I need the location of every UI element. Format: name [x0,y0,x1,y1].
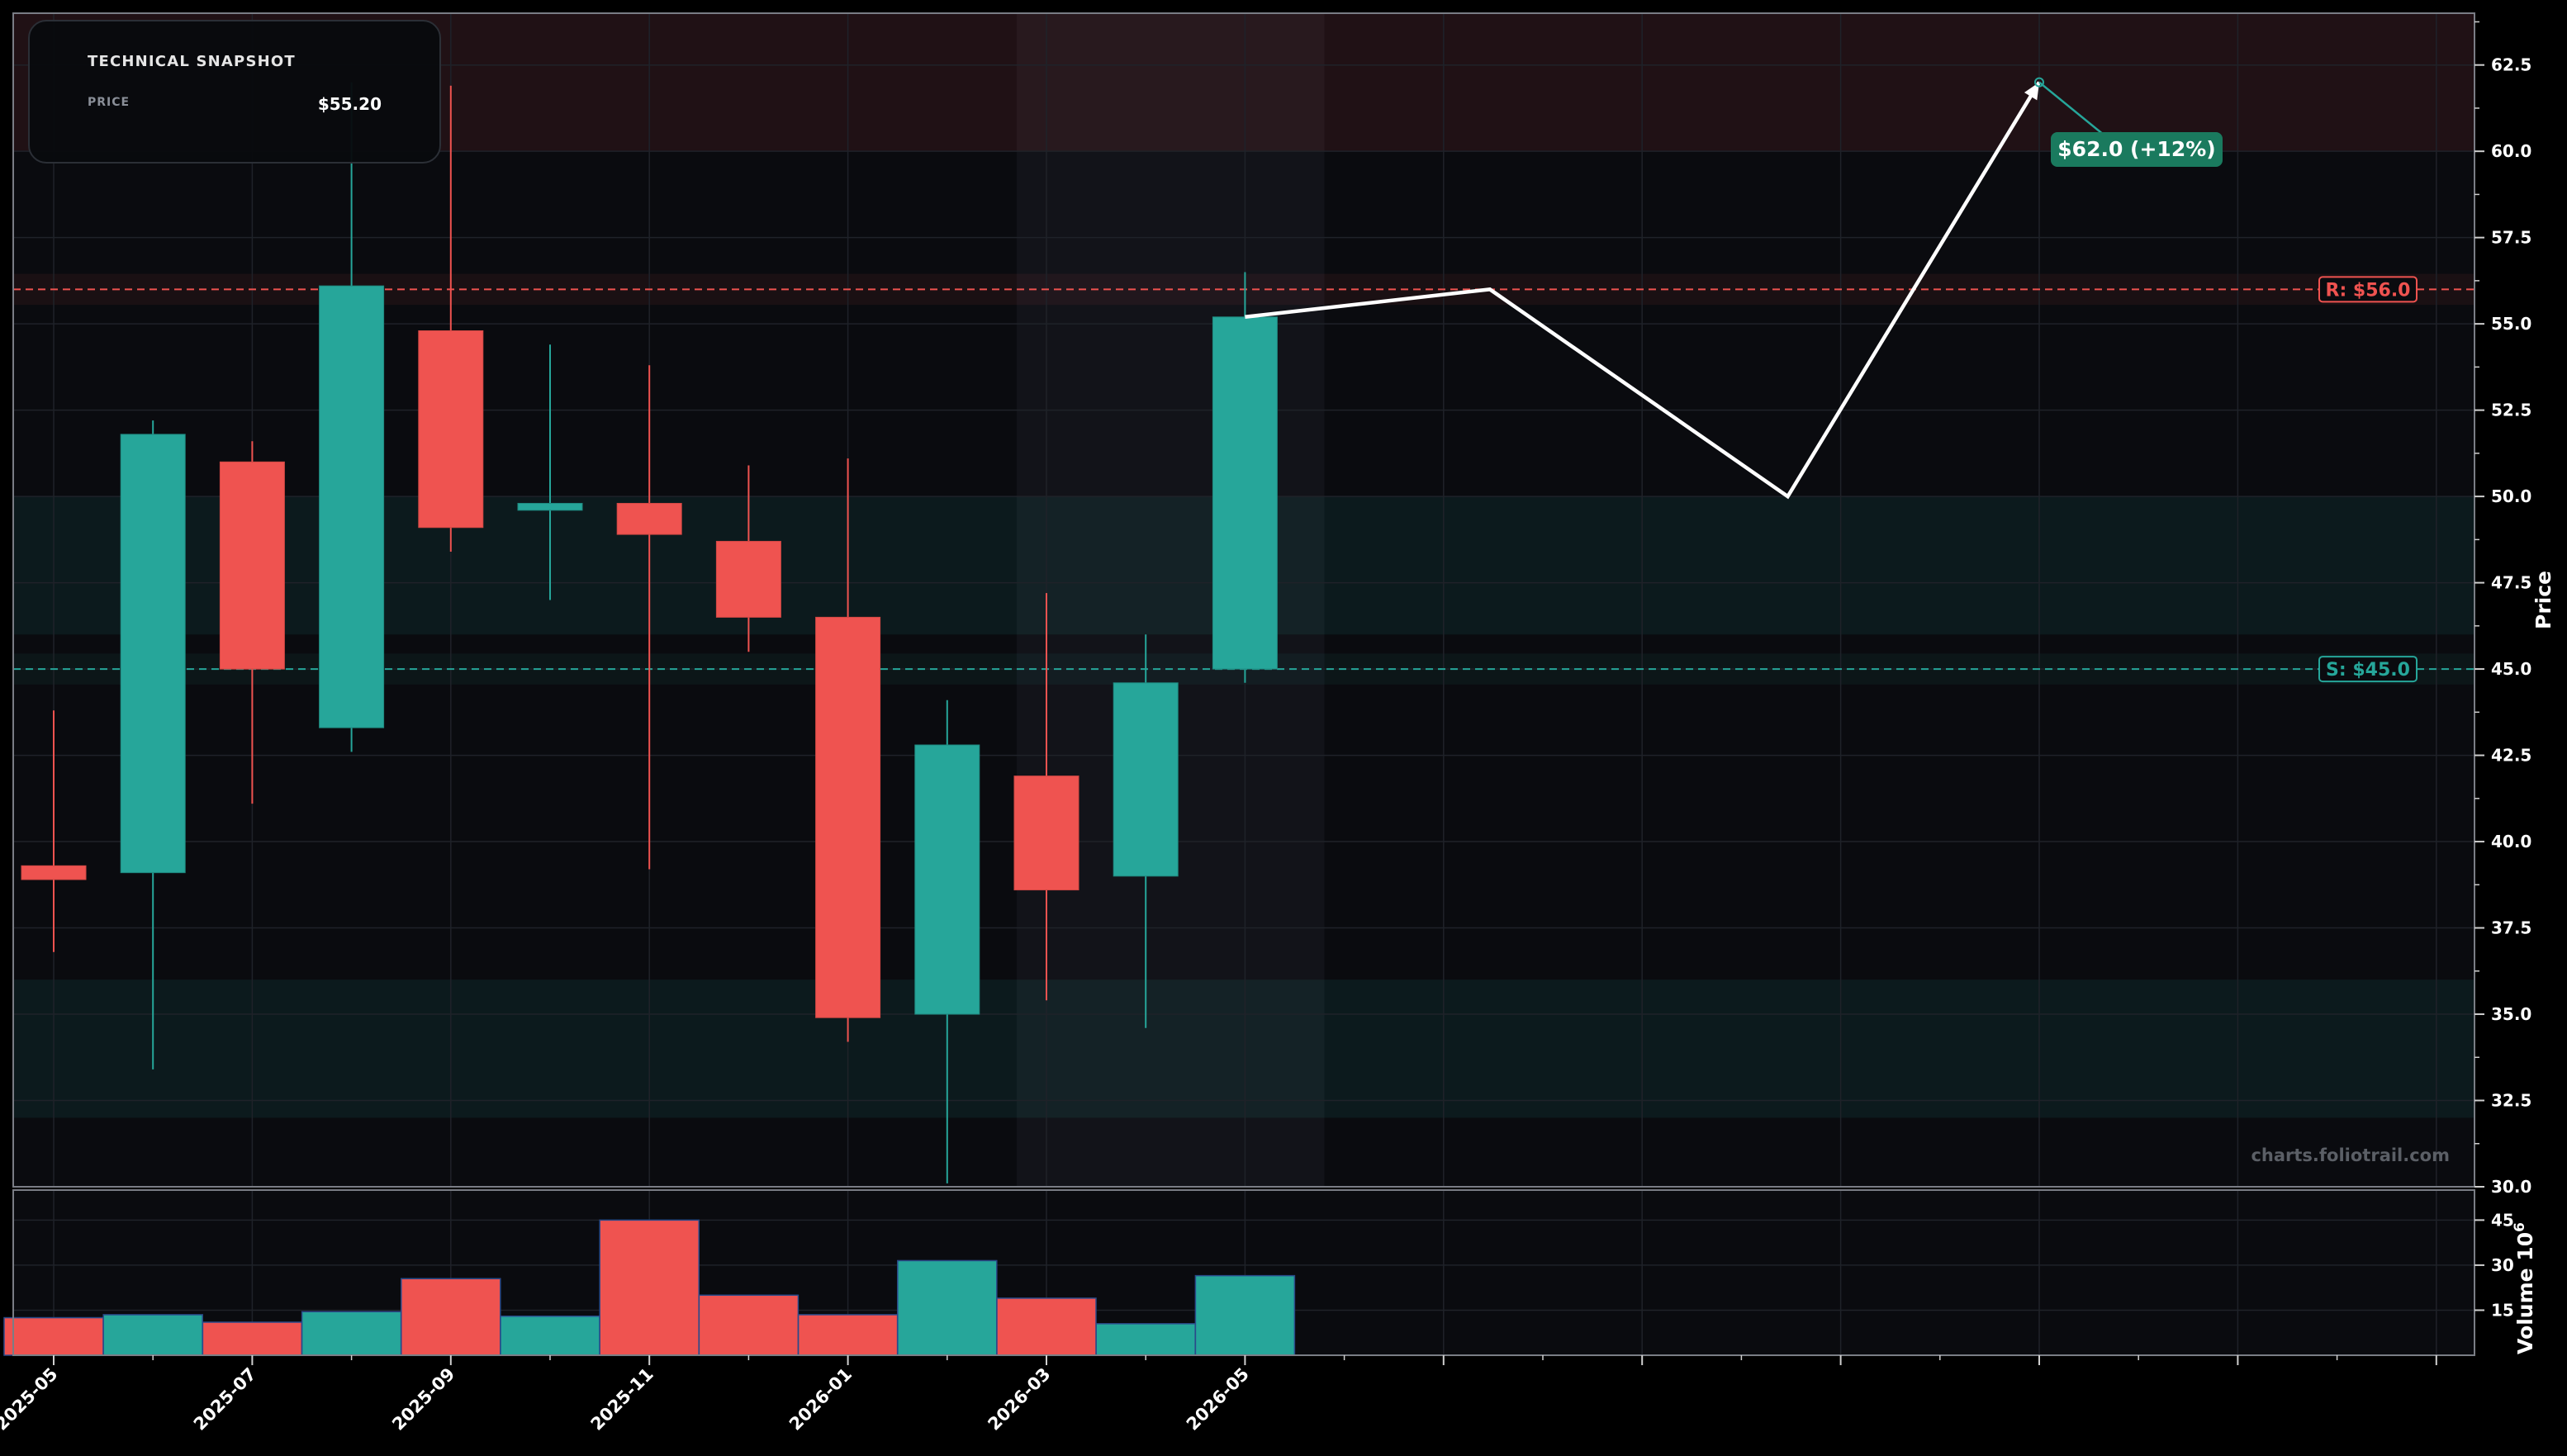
volume-bar [1095,1323,1196,1356]
candle-body [1113,682,1179,877]
target-leader-line [2038,81,2109,140]
price-tick-label: 47.5 [2491,573,2531,593]
price-tick-label: 60.0 [2491,141,2531,161]
resistance-label-box [2318,276,2418,303]
resistance-label: R: $56.0 [2326,280,2411,301]
price-tick-label: 40.0 [2491,832,2531,851]
projection-arrowhead [2024,82,2039,101]
price-tick-label: 55.0 [2491,314,2531,334]
price-tick-label: 42.5 [2491,746,2531,766]
volume-bar [202,1321,303,1356]
candle-body [21,865,87,880]
price-axis: 30.0 32.5 35.0 37.5 40.0 42.5 45.0 47.5 50.0 52.5… [2474,21,2555,1197]
support-zone-2 [13,979,2474,1118]
price-tick-label: 37.5 [2491,918,2531,938]
date-tick-label: 2025-05 [0,1364,62,1435]
price-panel-border [12,12,2475,1188]
price-axis-label: Price [2531,571,2555,629]
date-tick-label: 2025-07 [190,1364,260,1435]
volume-bar [698,1294,800,1356]
candle-body [616,502,682,535]
candle-body [1013,775,1079,891]
candle-body [1212,316,1278,670]
volume-bar [500,1315,600,1356]
volume-tick-label: 30 [2491,1255,2514,1275]
watermark: charts.foliotrail.com [2251,1145,2450,1165]
candle-body [319,285,385,728]
volume-bar [401,1278,501,1356]
volume-bar [797,1314,899,1356]
date-tick-label: 2025-11 [587,1364,657,1435]
volume-exponent: 6 [2512,1222,2528,1232]
volume-bar [599,1219,700,1356]
support-label: S: $45.0 [2326,660,2410,681]
price-tick-label: 45.0 [2491,659,2531,679]
volume-bar [1194,1274,1296,1356]
technical-snapshot-panel: TECHNICAL SNAPSHOT PRICE $55.20 [28,20,441,164]
price-tick-label: 50.0 [2491,486,2531,506]
price-tick-label: 30.0 [2491,1177,2531,1197]
candle-body [219,461,285,670]
date-axis: 2025-05 2025-07 2025-09 2025-11 2026-01 2026-… [0,1355,2437,1435]
candle-body [120,434,186,874]
target-badge [2051,132,2223,167]
volume-bar [301,1311,402,1356]
candle-body [815,616,881,1018]
support-label-box [2318,656,2418,683]
price-tick-label: 35.0 [2491,1004,2531,1024]
price-tick-label: 52.5 [2491,401,2531,420]
snapshot-price-label: PRICE [88,96,130,109]
date-tick-label: 2026-01 [785,1364,856,1435]
candles [21,82,1278,1183]
target-marker [2034,77,2044,88]
target-label: $62.0 (+12%) [2057,137,2215,161]
volume-bar [3,1316,104,1356]
projection-path [1245,81,2041,500]
date-tick-label: 2026-05 [1183,1364,1253,1435]
price-tick-label: 32.5 [2491,1091,2531,1111]
volume-axis-label: Volume 106 [2512,1222,2537,1354]
candle-body [418,330,484,529]
snapshot-title: TECHNICAL SNAPSHOT [88,53,296,70]
candle-body [914,744,980,1015]
volume-tick-label: 15 [2491,1300,2514,1320]
volume-panel-border [12,1189,2475,1356]
candle-body [715,540,781,618]
volume-bar [897,1259,998,1356]
volume-bar [102,1314,203,1356]
candle-body [517,502,583,511]
snapshot-price-value: $55.20 [317,94,382,114]
volume-tick-label: 45 [2491,1210,2514,1230]
price-tick-label: 62.5 [2491,55,2531,75]
price-tick-label: 57.5 [2491,228,2531,248]
date-tick-label: 2025-09 [388,1364,458,1435]
volume-bar [996,1297,1097,1356]
date-tick-label: 2026-03 [984,1364,1054,1435]
